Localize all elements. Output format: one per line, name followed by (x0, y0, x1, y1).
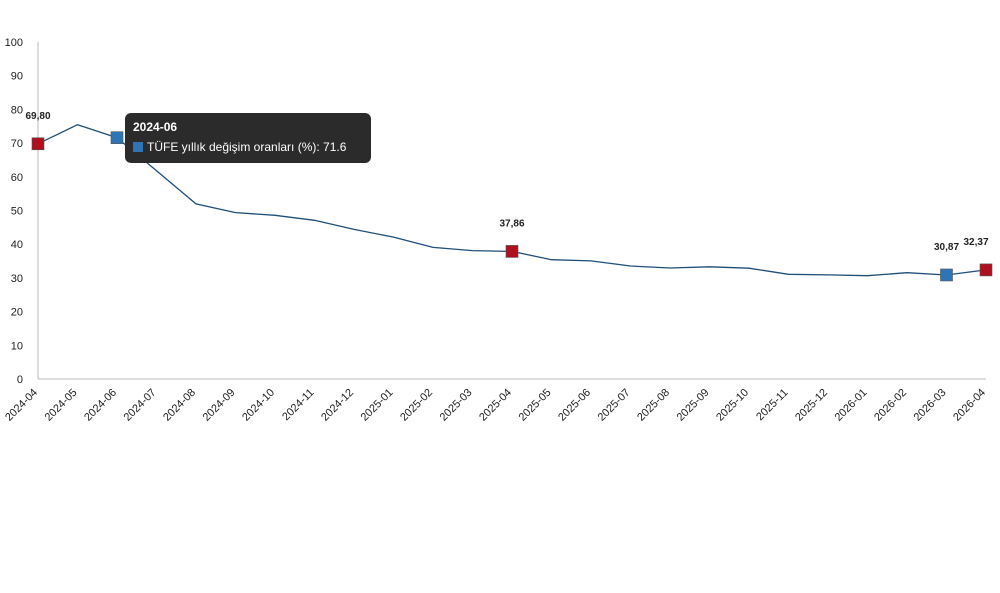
y-tick-label: 50 (11, 206, 23, 218)
tooltip-swatch-icon (133, 142, 143, 152)
x-tick-label: 2025-01 (359, 387, 396, 424)
y-tick-label: 40 (11, 239, 23, 251)
x-tick-label: 2025-08 (635, 387, 672, 424)
x-tick-label: 2026-04 (951, 387, 988, 424)
x-tick-labels: 2024-04 2024-05 2024-06 2024-07 2024-08 2024-… (3, 387, 988, 424)
y-tick-labels: 0 10 20 30 40 50 60 70 80 90 100 (5, 37, 23, 386)
x-tick-label: 2025-07 (596, 387, 633, 424)
x-tick-label: 2024-06 (82, 387, 119, 424)
x-tick-label: 2026-03 (912, 387, 949, 424)
x-tick-label: 2025-10 (714, 387, 751, 424)
y-tick-label: 20 (11, 307, 23, 319)
data-point-marker[interactable] (979, 263, 993, 277)
x-tick-label: 2024-10 (240, 387, 277, 424)
y-tick-label: 70 (11, 138, 23, 150)
y-tick-label: 10 (11, 340, 23, 352)
data-point-marker[interactable] (940, 268, 953, 282)
x-tick-label: 2024-09 (201, 387, 238, 424)
data-point-marker[interactable] (110, 131, 124, 145)
x-tick-label: 2024-05 (43, 387, 80, 424)
x-tick-label: 2025-03 (438, 387, 475, 424)
data-point-marker[interactable] (31, 137, 45, 151)
data-point-marker[interactable] (505, 245, 519, 258)
chart-tooltip: 2024-06 TÜFE yıllık değişim oranları (%)… (125, 113, 371, 163)
x-tick-label: 2025-06 (556, 387, 593, 424)
data-label: 37,86 (499, 218, 524, 229)
tooltip-value: : 71.6 (316, 140, 347, 154)
y-tick-label: 30 (11, 273, 23, 285)
tooltip-row: TÜFE yıllık değişim oranları (%) : 71.6 (133, 140, 363, 154)
y-tick-label: 80 (11, 104, 23, 116)
y-tick-label: 0 (17, 374, 23, 386)
x-tick-label: 2025-04 (477, 387, 514, 424)
x-tick-label: 2024-12 (319, 387, 356, 424)
x-tick-label: 2026-02 (872, 387, 909, 424)
x-tick-label: 2025-12 (793, 387, 830, 424)
x-tick-label: 2025-05 (517, 387, 554, 424)
x-tick-label: 2025-02 (398, 387, 435, 424)
data-label: 69,80 (25, 111, 50, 122)
x-tick-label: 2024-11 (280, 387, 316, 423)
y-tick-label: 90 (11, 71, 23, 83)
data-markers (31, 131, 993, 282)
y-tick-label: 100 (5, 37, 23, 49)
data-label: 30,87 (934, 242, 959, 253)
x-tick-label: 2025-09 (675, 387, 712, 424)
x-tick-label: 2024-07 (122, 387, 159, 424)
tooltip-series-label: TÜFE yıllık değişim oranları (%) (147, 140, 317, 154)
data-labels: 69,80 37,86 30,87 32,37 (25, 111, 988, 253)
x-tick-label: 2024-08 (161, 387, 198, 424)
x-tick-label: 2026-01 (833, 387, 870, 424)
data-label: 32,37 (963, 237, 988, 248)
tooltip-title: 2024-06 (133, 120, 178, 134)
x-tick-label: 2024-04 (3, 387, 40, 424)
x-tick-label: 2025-11 (754, 387, 790, 423)
y-tick-label: 60 (11, 172, 23, 184)
